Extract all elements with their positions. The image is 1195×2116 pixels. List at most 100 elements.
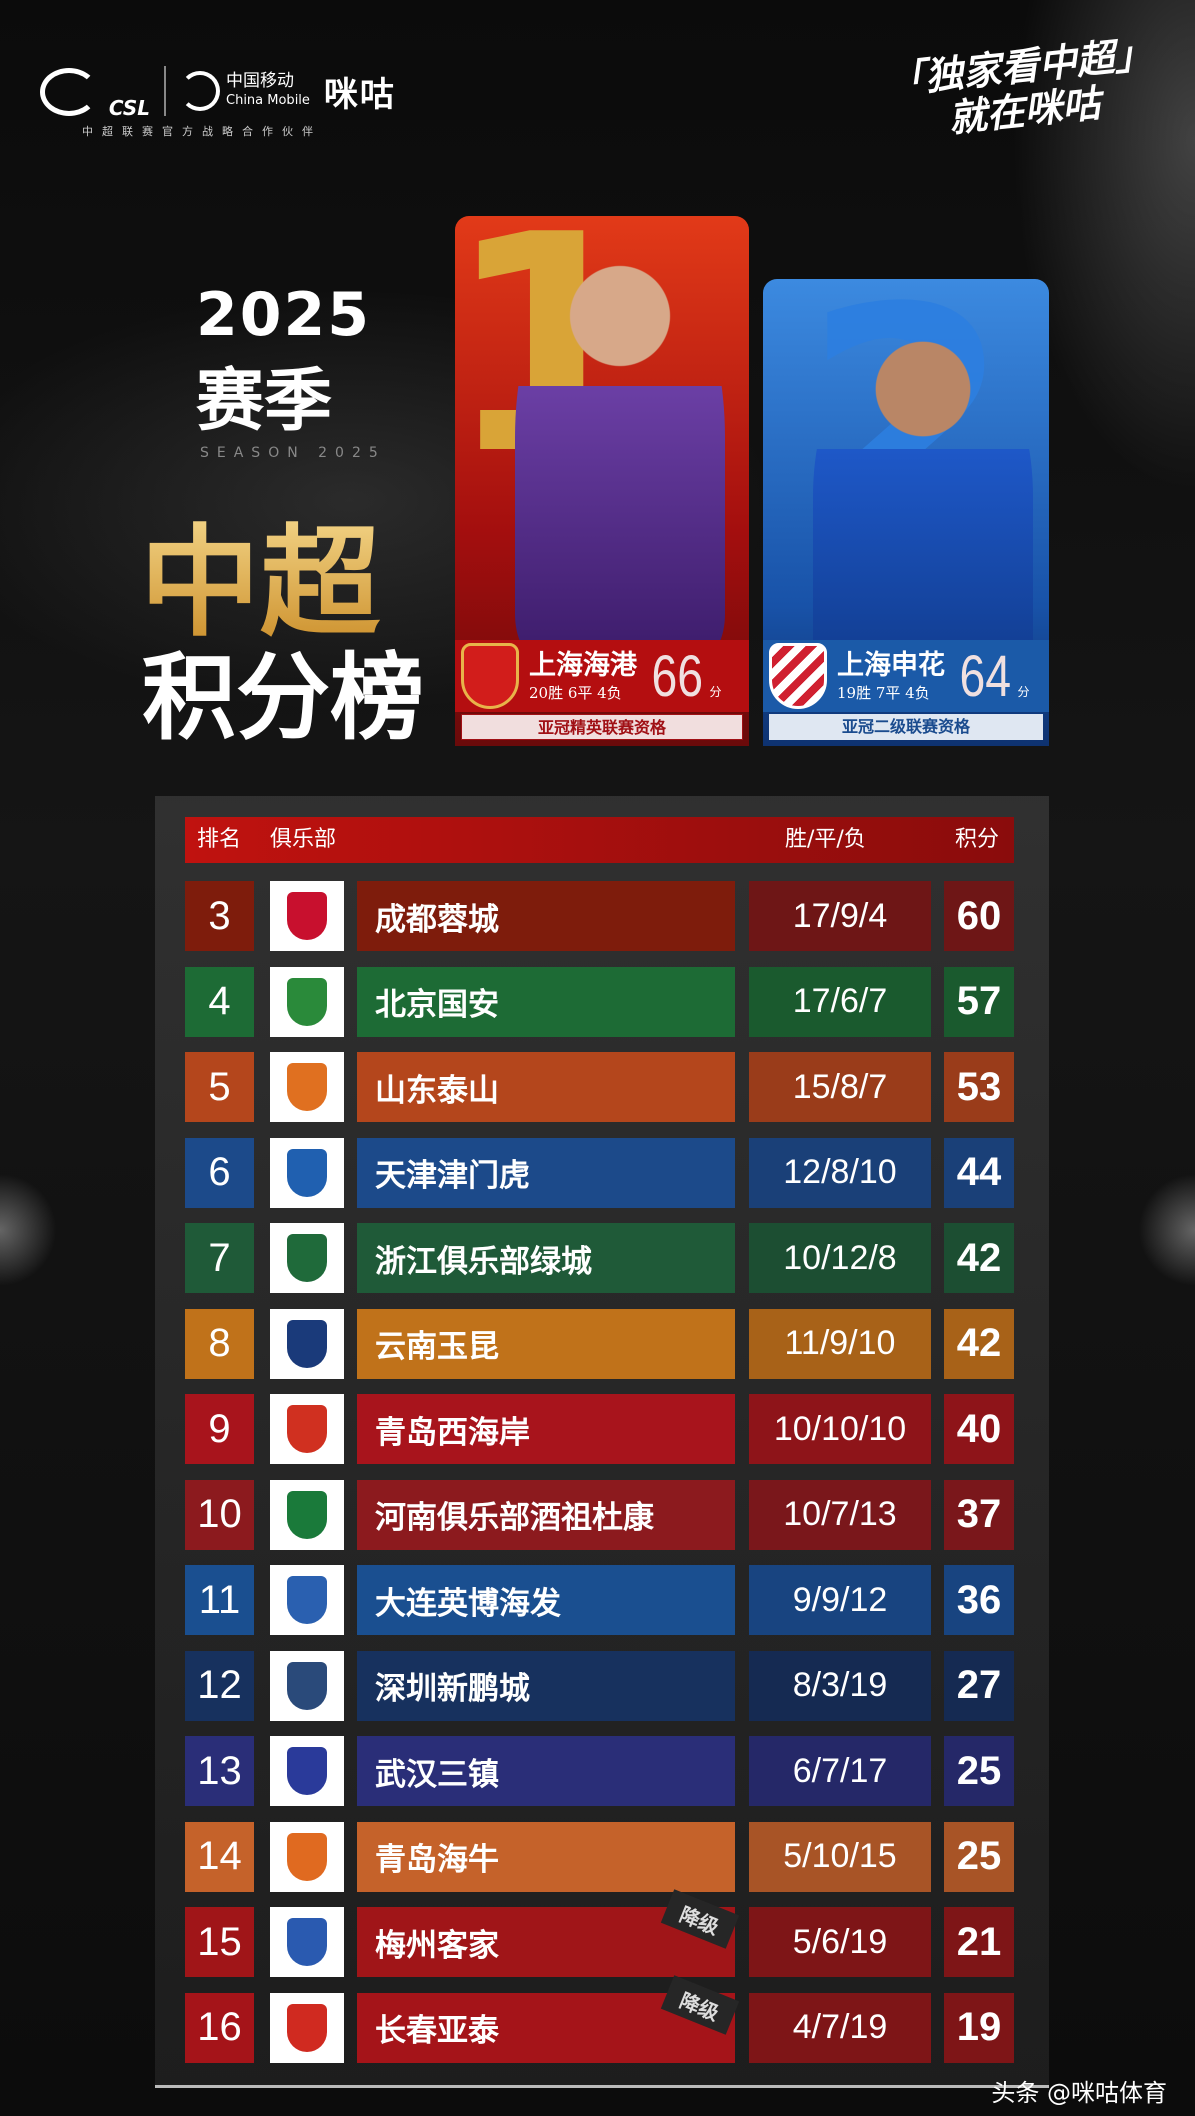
team-record: 19胜 7平 4负	[837, 683, 930, 702]
win-draw-loss: 11/9/10	[749, 1308, 931, 1379]
rank: 3	[185, 881, 254, 951]
club-name-text: 浙江俱乐部绿城	[375, 1243, 592, 1280]
club-name: 成都蓉城	[357, 881, 735, 951]
table-row: 11 大连英博海发 9/9/12 36	[185, 1565, 1014, 1635]
table-row: 16 长春亚泰 降级 4/7/19 19	[185, 1974, 1014, 2063]
club-name: 浙江俱乐部绿城	[357, 1223, 735, 1293]
points: 36	[944, 1565, 1014, 1635]
rank: 10	[185, 1479, 254, 1550]
club-name: 天津津门虎	[357, 1137, 735, 1208]
club-crest-icon	[287, 892, 327, 940]
win-draw-loss: 15/8/7	[749, 1052, 931, 1122]
win-draw-loss: 12/8/10	[749, 1137, 931, 1208]
rank: 16	[185, 1992, 254, 2063]
rank: 9	[185, 1394, 254, 1464]
rank: 8	[185, 1308, 254, 1379]
club-name-text: 北京国安	[375, 987, 499, 1023]
club-logo	[270, 1992, 344, 2063]
club-name-text: 深圳新鹏城	[375, 1671, 530, 1707]
club-crest-icon	[287, 1234, 327, 1282]
table-row: 5 山东泰山 15/8/7 53	[185, 1052, 1014, 1122]
points: 42	[944, 1308, 1014, 1379]
rank: 11	[185, 1565, 254, 1635]
club-name-text: 武汉三镇	[375, 1756, 499, 1793]
team-name: 上海海港	[529, 649, 637, 681]
table-row: 10 河南俱乐部酒祖杜康 10/7/13 37	[185, 1479, 1014, 1550]
club-logo	[270, 1821, 344, 1892]
win-draw-loss: 17/6/7	[749, 966, 931, 1037]
team-points: 66	[651, 643, 704, 709]
title-subtitle: SEASON 2025	[200, 445, 386, 461]
table-header: 排名 俱乐部 胜/平/负 积分	[185, 817, 1014, 863]
title-year: 2025	[196, 280, 371, 350]
club-crest-icon	[287, 1832, 327, 1881]
table-row: 13 武汉三镇 6/7/17 25	[185, 1736, 1014, 1806]
team-name: 上海申花	[837, 649, 945, 681]
csl-logo: CSL	[40, 62, 150, 120]
player-photo	[515, 236, 725, 656]
title-league: 中超	[140, 485, 380, 659]
table-row: 9 青岛西海岸 10/10/10 40	[185, 1394, 1014, 1464]
table-row: 6 天津津门虎 12/8/10 44	[185, 1137, 1014, 1208]
rank: 5	[185, 1052, 254, 1122]
points: 40	[944, 1394, 1014, 1464]
club-logo	[270, 966, 344, 1037]
team-record: 20胜 6平 4负	[529, 683, 622, 702]
club-name: 长春亚泰 降级	[357, 1974, 740, 2063]
club-logo	[270, 881, 344, 951]
club-crest-icon	[287, 977, 327, 1026]
points: 25	[944, 1821, 1014, 1892]
win-draw-loss: 6/7/17	[749, 1736, 931, 1806]
club-crest-icon	[287, 1148, 327, 1197]
rank: 15	[185, 1907, 254, 1977]
team-badge-icon	[461, 643, 519, 709]
club-logo	[270, 1736, 344, 1806]
club-name: 山东泰山	[357, 1052, 735, 1122]
win-draw-loss: 5/10/15	[749, 1821, 931, 1892]
divider	[164, 66, 166, 116]
club-name-text: 天津津门虎	[375, 1158, 530, 1194]
table-row: 4 北京国安 17/6/7 57	[185, 966, 1014, 1037]
club-name: 北京国安	[357, 966, 735, 1037]
club-logo	[270, 1223, 344, 1293]
points-unit: 分	[1017, 685, 1030, 699]
rank: 6	[185, 1137, 254, 1208]
table-row: 15 梅州客家 降级 5/6/19 21	[185, 1889, 1014, 1977]
title-board: 积分榜	[142, 643, 425, 753]
points: 44	[944, 1137, 1014, 1208]
club-name-text: 梅州客家	[375, 1927, 499, 1964]
header-club: 俱乐部	[270, 827, 337, 852]
club-logo	[270, 1137, 344, 1208]
club-name: 河南俱乐部酒祖杜康	[357, 1479, 735, 1550]
club-crest-icon	[287, 1490, 327, 1539]
club-name-text: 成都蓉城	[375, 901, 499, 938]
club-name: 青岛海牛	[357, 1821, 735, 1892]
club-name: 梅州客家 降级	[357, 1889, 740, 1977]
points: 19	[944, 1992, 1014, 2063]
club-name-text: 青岛海牛	[375, 1842, 499, 1878]
table-row: 7 浙江俱乐部绿城 10/12/8 42	[185, 1223, 1014, 1293]
points: 53	[944, 1052, 1014, 1122]
rank: 4	[185, 966, 254, 1037]
points: 42	[944, 1223, 1014, 1293]
club-name-text: 云南玉昆	[375, 1329, 499, 1365]
team-badge-icon	[769, 643, 827, 709]
player-photo	[813, 319, 1033, 689]
club-crest-icon	[287, 1747, 327, 1795]
table-row: 8 云南玉昆 11/9/10 42	[185, 1308, 1014, 1379]
china-mobile-logo: 中国移动 China Mobile	[180, 71, 310, 111]
win-draw-loss: 8/3/19	[749, 1650, 931, 1721]
club-logo	[270, 1052, 344, 1122]
rank: 14	[185, 1821, 254, 1892]
points: 60	[944, 881, 1014, 951]
club-name: 云南玉昆	[357, 1308, 735, 1379]
club-logo	[270, 1650, 344, 1721]
club-logo	[270, 1394, 344, 1464]
watermark: 头条 @咪咕体育	[991, 2079, 1167, 2107]
win-draw-loss: 4/7/19	[749, 1992, 931, 2063]
points: 57	[944, 966, 1014, 1037]
club-name-text: 长春亚泰	[375, 2013, 499, 2049]
sponsor-logos: CSL 中国移动 China Mobile 咪咕	[40, 62, 396, 120]
club-name-text: 山东泰山	[375, 1072, 499, 1109]
